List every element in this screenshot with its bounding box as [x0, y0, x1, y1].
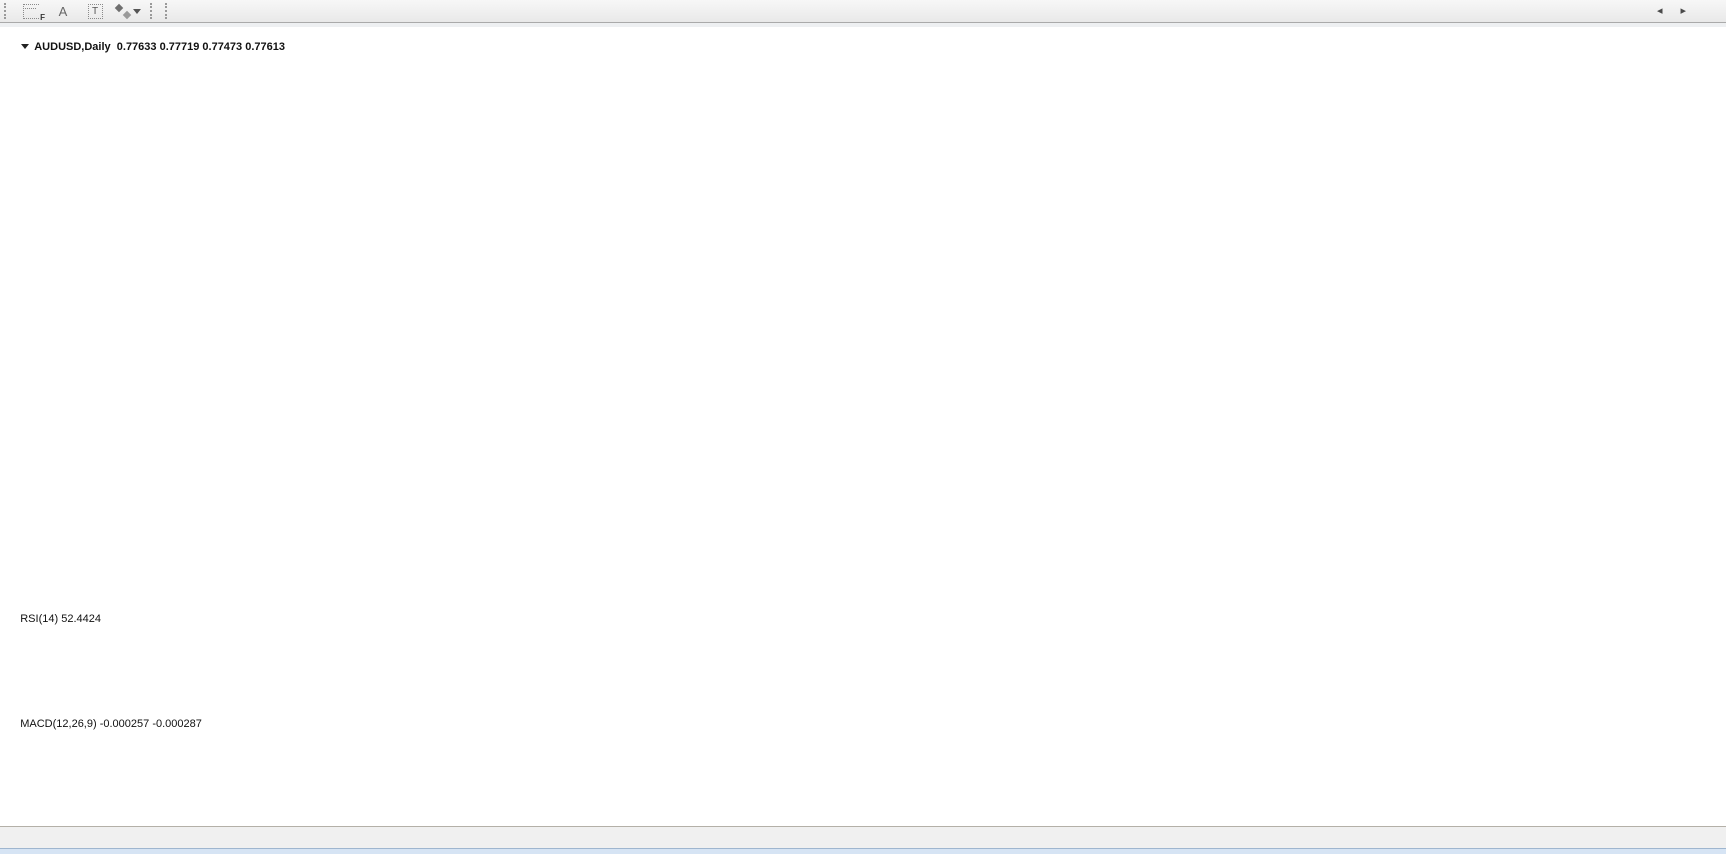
toolbar-grip[interactable] — [165, 3, 172, 19]
rsi-name: RSI(14) — [20, 613, 59, 625]
price-axis[interactable] — [1518, 22, 1726, 812]
chart-ohlc-values: 0.77633 0.77719 0.77473 0.77613 — [116, 41, 285, 53]
window-edge — [0, 22, 1726, 27]
status-bar — [0, 848, 1726, 854]
chart-tab-bar — [0, 826, 1726, 848]
chevron-down-icon — [133, 8, 141, 14]
grid-f-icon — [23, 3, 45, 22]
chart-menu-caret-icon[interactable] — [21, 44, 30, 49]
textbox-tool-button[interactable]: T — [80, 1, 110, 21]
tab-scroll-left-icon[interactable]: ◂ — [1656, 5, 1681, 17]
chart-symbol-label: AUDUSD,Daily — [34, 41, 111, 53]
rsi-indicator-label: RSI(14) 52.4424 — [8, 601, 101, 637]
chart-header: AUDUSD,Daily 0.77633 0.77719 0.77473 0.7… — [9, 29, 285, 65]
tab-scroll-arrows: ◂▸ — [1657, 4, 1704, 17]
arrange-windows-button[interactable] — [112, 1, 145, 21]
tab-scroll-right-icon[interactable]: ▸ — [1680, 5, 1704, 17]
macd-name: MACD(12,26,9) — [20, 718, 97, 730]
text-tool-button[interactable]: A — [58, 3, 68, 19]
macd-indicator-label: MACD(12,26,9) -0.000257 -0.000287 — [8, 706, 202, 742]
textbox-icon: T — [87, 3, 103, 19]
rsi-current-value: 52.4424 — [61, 613, 101, 625]
toolbar-grip[interactable] — [150, 3, 157, 19]
toolbar-grip[interactable] — [4, 3, 11, 19]
macd-current-values: -0.000257 -0.000287 — [99, 718, 202, 730]
grid-f-icon[interactable] — [16, 1, 46, 22]
